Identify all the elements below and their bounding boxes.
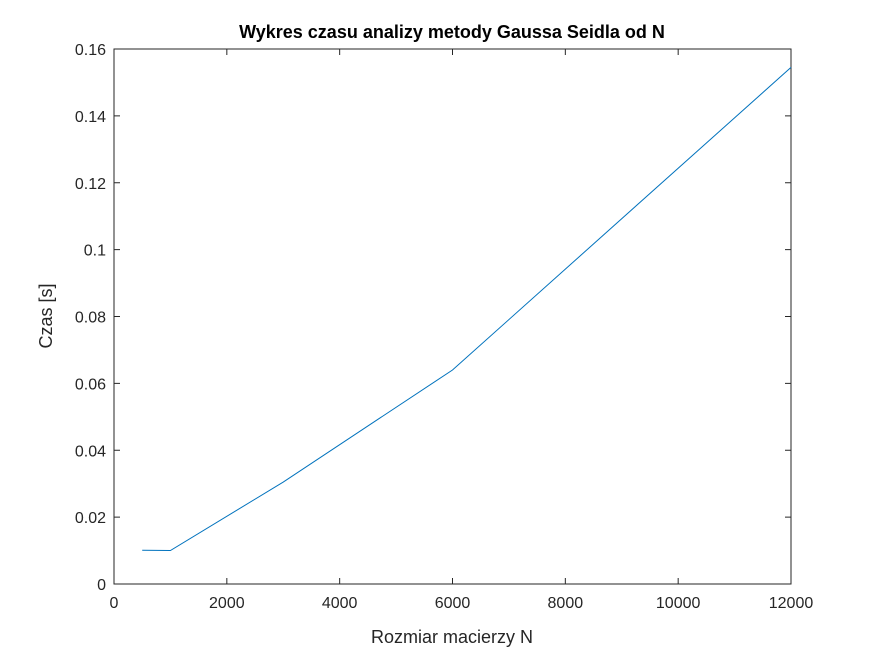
x-tick-label: 2000 [209, 595, 245, 612]
chart-title: Wykres czasu analizy metody Gaussa Seidl… [239, 22, 665, 42]
y-tick-label: 0.16 [75, 42, 106, 59]
y-tick-label: 0 [97, 577, 106, 594]
y-tick-label: 0.08 [75, 310, 106, 327]
series-line [142, 67, 792, 552]
y-tick-label: 0.12 [75, 176, 106, 193]
y-tick-label: 0.02 [75, 510, 106, 527]
y-tick-label: 0.1 [84, 243, 106, 260]
y-tick-label: 0.06 [75, 376, 106, 393]
x-axis-label: Rozmiar macierzy N [371, 627, 533, 647]
ticks-layer: 0 2000 4000 6000 8000 10000 12000 0 0.02 0.04 0.06… [75, 42, 813, 612]
x-tick-label: 12000 [769, 595, 814, 612]
x-tick-label: 10000 [656, 595, 701, 612]
y-tick-label: 0.04 [75, 443, 106, 460]
y-tick-label: 0.14 [75, 109, 106, 126]
series-layer [142, 67, 792, 552]
plot-area [113, 48, 792, 585]
x-tick-label: 6000 [435, 595, 471, 612]
x-tick-label: 4000 [322, 595, 358, 612]
x-tick-label: 0 [110, 595, 119, 612]
x-tick-label: 8000 [548, 595, 584, 612]
y-axis-label: Czas [s] [36, 283, 56, 348]
